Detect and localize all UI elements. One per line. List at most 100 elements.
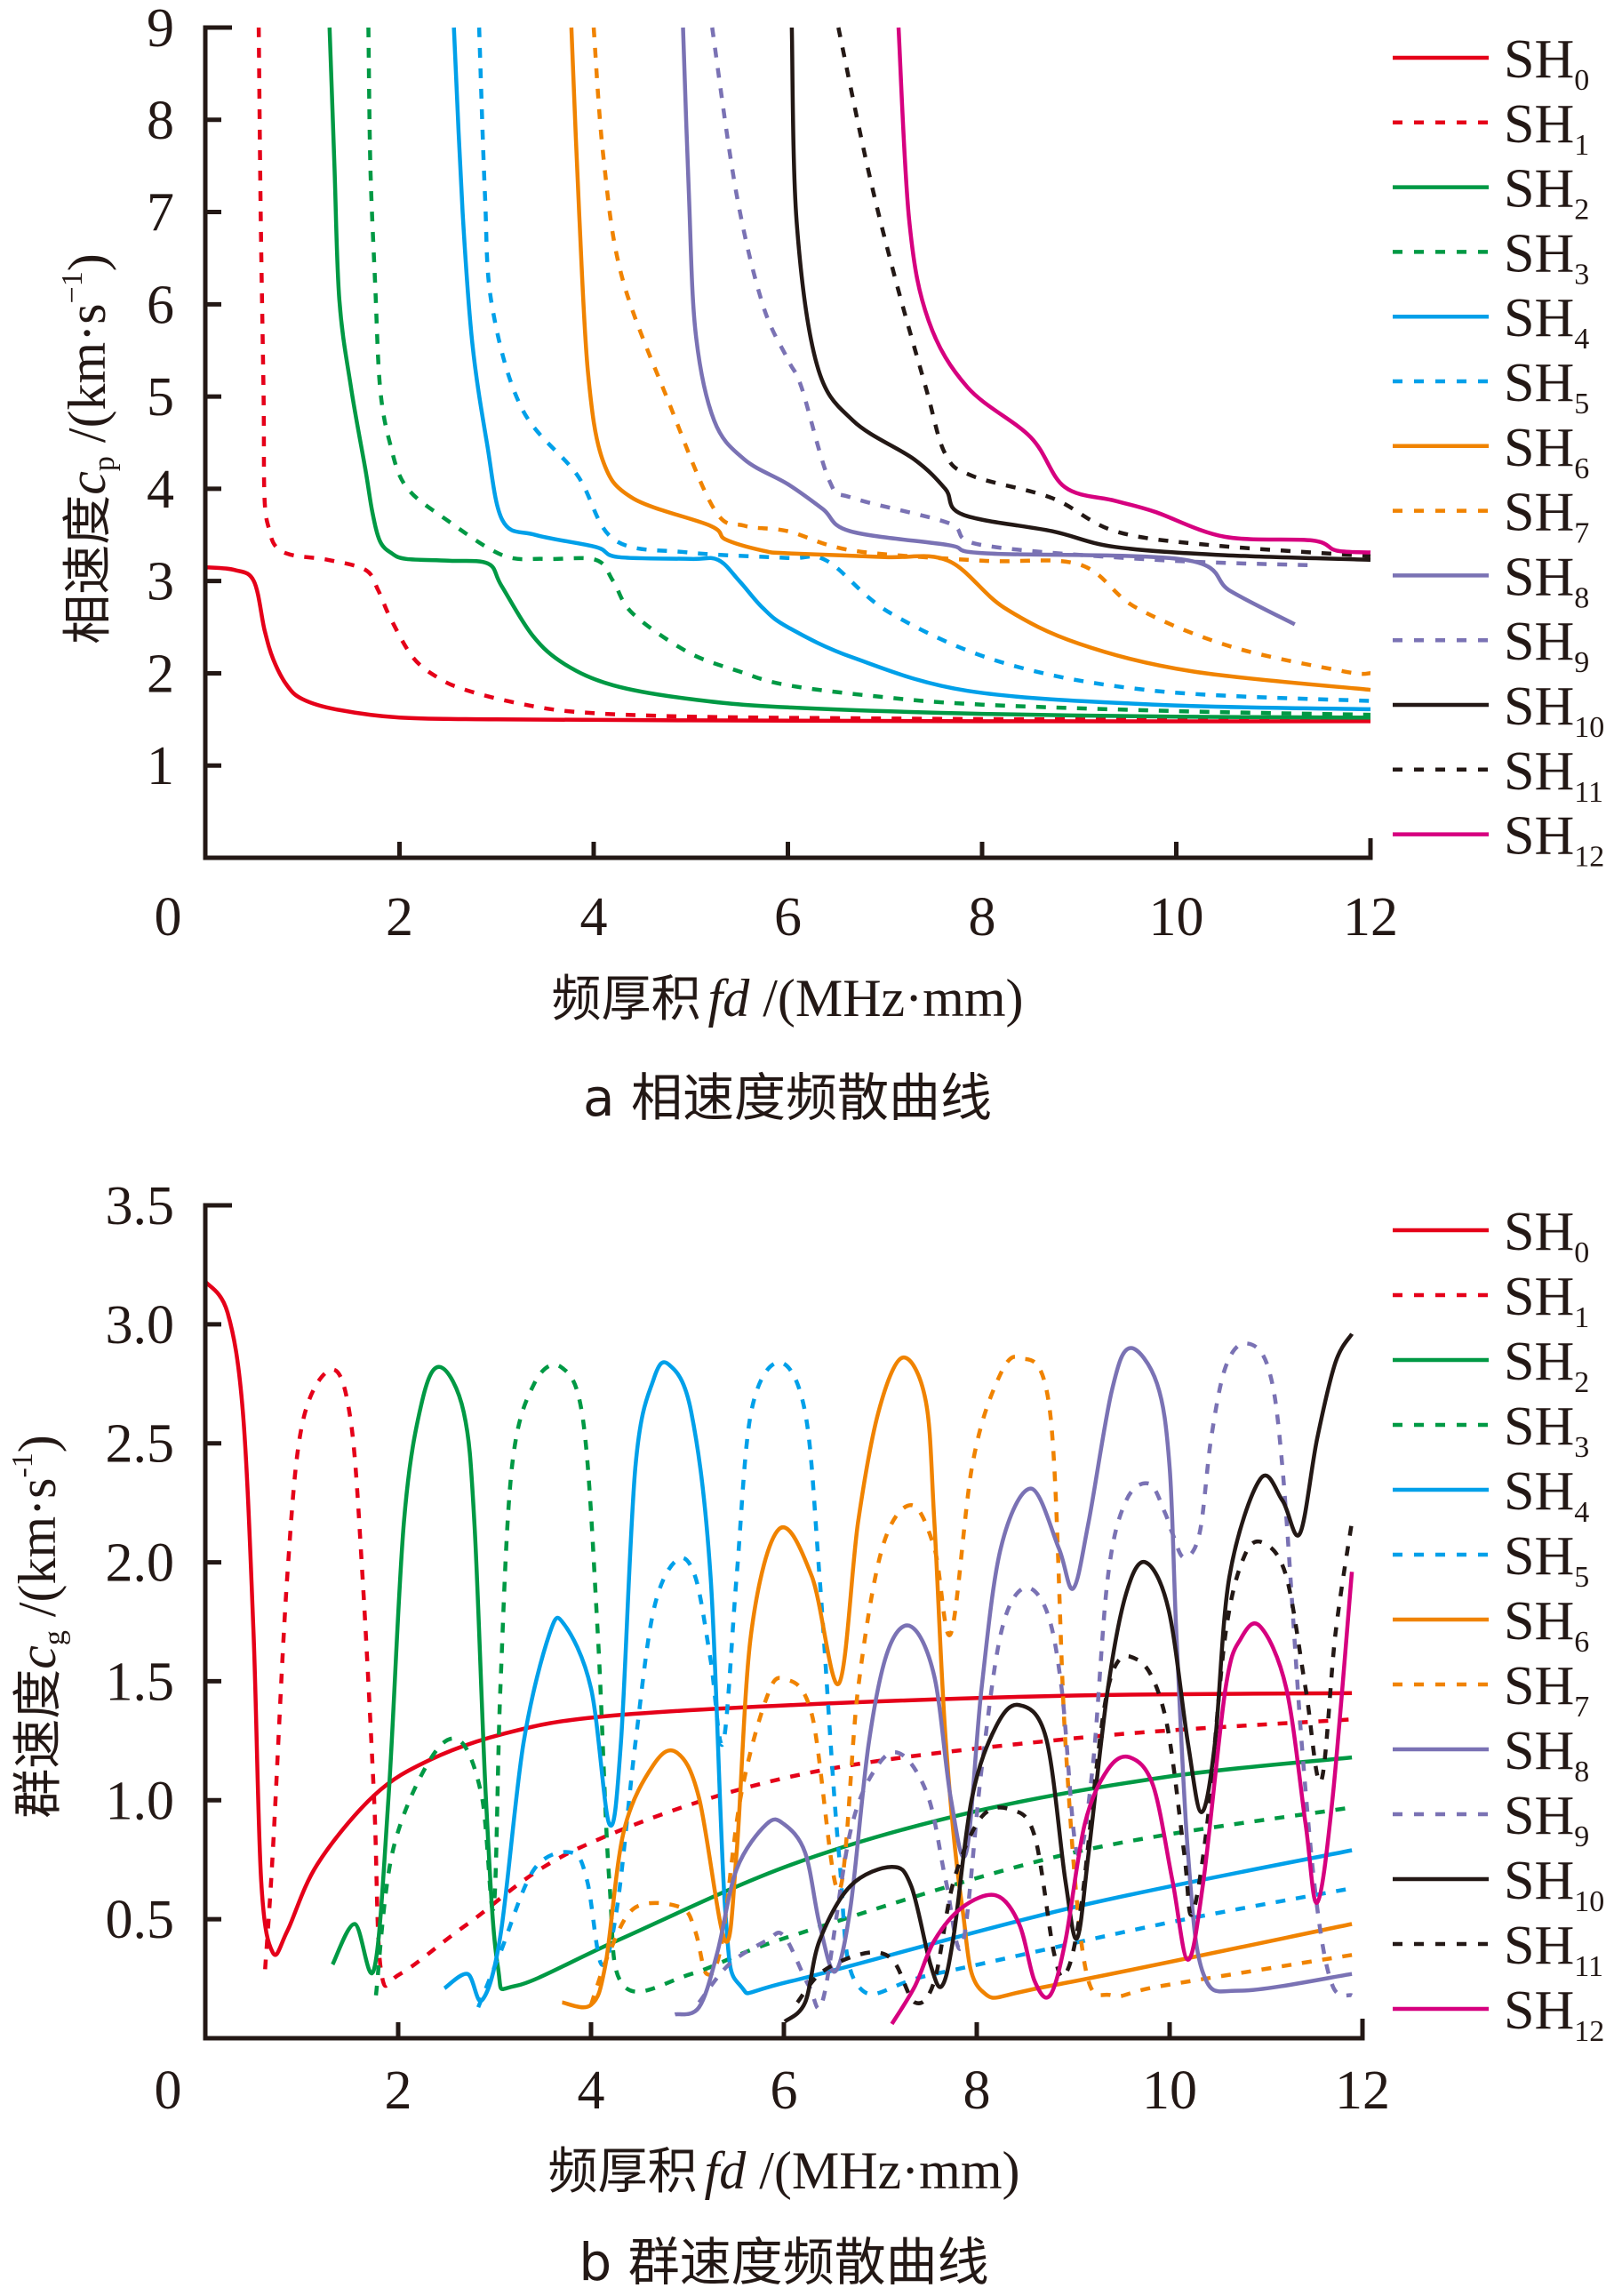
group-velocity-curves: [205, 1280, 1354, 2026]
phase-velocity-legend: SH0SH1SH2SH3SH4SH5SH6SH7SH8SH9SH10SH11SH…: [1393, 29, 1604, 874]
phase-velocity-axes: [203, 25, 1373, 860]
legend-item-sh3: SH3: [1393, 223, 1589, 291]
legend-item-sh8: SH8: [1393, 547, 1589, 614]
legend-item-sh0: SH0: [1393, 1202, 1589, 1269]
legend-label: SH0: [1504, 1202, 1589, 1269]
y-tick-label: 3.5: [106, 1176, 175, 1236]
legend-label: SH1: [1504, 94, 1589, 162]
legend-label: SH8: [1504, 547, 1589, 614]
legend-item-sh12: SH12: [1393, 806, 1604, 874]
x-tick-label: 4: [580, 887, 608, 948]
legend-item-sh4: SH4: [1393, 1461, 1589, 1529]
legend-item-sh6: SH6: [1393, 418, 1589, 485]
curve-sh12: [890, 1572, 1354, 2026]
y-tick-label: 8: [147, 91, 174, 151]
phase-velocity-y-ticks: 1 2 3 4 5 6 7 8 9: [147, 0, 221, 796]
legend-label: SH3: [1504, 223, 1589, 291]
curve-sh11: [795, 1521, 1354, 2005]
group-velocity-x-ticks: 0 2 4 6 8 10 12: [155, 2022, 1390, 2121]
legend-label: SH3: [1504, 1396, 1589, 1464]
legend-item-sh0: SH0: [1393, 29, 1589, 97]
x-label-unit: /(MHz·mm): [749, 969, 1023, 1028]
y-tick-label: 1: [147, 736, 174, 796]
legend-label: SH6: [1504, 418, 1589, 485]
y-label-close: ): [8, 1435, 67, 1452]
legend-label: SH4: [1504, 1461, 1589, 1529]
x-tick-label: 12: [1343, 887, 1398, 948]
group-velocity-chart: 0.51.01.52.02.53.03.5 0 2 4 6 8 10 12 SH0SH1SH…: [6, 1176, 1604, 2292]
curve-sh9: [697, 1341, 1354, 2011]
legend-item-sh12: SH12: [1393, 1980, 1604, 2048]
x-label-unit: /(MHz·mm): [746, 2141, 1019, 2200]
x-tick-label: 2: [386, 887, 413, 948]
legend-label: SH2: [1504, 1332, 1589, 1399]
curve-sh10: [789, 27, 1371, 563]
curve-sh1: [263, 1367, 1353, 1988]
legend-label: SH0: [1504, 29, 1589, 97]
x-tick-label: 12: [1335, 2060, 1390, 2121]
curve-sh1: [256, 27, 1371, 722]
phase-velocity-x-ticks: 0 2 4 6 8 10 12: [155, 842, 1398, 948]
legend-item-sh4: SH4: [1393, 288, 1589, 356]
y-tick-label: 2.5: [106, 1414, 175, 1475]
x-label-cjk: 频厚积: [548, 2143, 698, 2201]
x-tick-label: 0: [155, 2060, 182, 2121]
y-tick-label: 1.5: [106, 1652, 175, 1712]
legend-item-sh8: SH8: [1393, 1721, 1589, 1788]
legend-item-sh1: SH1: [1393, 94, 1589, 162]
curve-sh3: [373, 1363, 1353, 1996]
legend-label: SH5: [1504, 353, 1589, 420]
legend-label: SH5: [1504, 1526, 1589, 1594]
phase-velocity-y-label: 相速度cp /(km·s−1): [56, 253, 121, 644]
curve-sh3: [366, 27, 1371, 717]
legend-item-sh5: SH5: [1393, 353, 1589, 420]
legend-label: SH11: [1504, 1916, 1603, 1983]
phase-velocity-x-label: 频厚积 fd /(MHz·mm): [552, 969, 1024, 1028]
legend-item-sh2: SH2: [1393, 1332, 1589, 1399]
group-velocity-x-label: 频厚积 fd /(MHz·mm): [548, 2141, 1020, 2201]
group-velocity-legend: SH0SH1SH2SH3SH4SH5SH6SH7SH8SH9SH10SH11SH…: [1393, 1202, 1604, 2048]
curve-sh6: [569, 27, 1371, 692]
x-label-symbol: fd: [708, 969, 751, 1028]
y-tick-label: 1.0: [106, 1771, 175, 1831]
curve-sh0: [205, 564, 1371, 724]
x-tick-label: 2: [385, 2060, 412, 2121]
y-tick-label: 2: [147, 644, 174, 704]
x-tick-label: 6: [774, 887, 802, 948]
legend-label: SH7: [1504, 1656, 1589, 1724]
y-tick-label: 6: [147, 275, 174, 335]
x-label-symbol: fd: [705, 2141, 747, 2200]
curve-sh2: [331, 1364, 1353, 1991]
legend-label: SH4: [1504, 288, 1589, 356]
y-tick-label: 2.0: [106, 1533, 175, 1594]
curve-sh8: [681, 27, 1296, 627]
y-label-subscript: p: [88, 456, 121, 471]
curve-sh4: [451, 27, 1371, 712]
legend-label: SH10: [1504, 676, 1604, 744]
x-label-cjk: 频厚积: [552, 971, 701, 1028]
y-label-superscript: -1: [6, 1452, 39, 1477]
legend-item-sh10: SH10: [1393, 1851, 1604, 1918]
legend-label: SH11: [1504, 741, 1603, 809]
x-tick-label: 4: [578, 2060, 605, 2121]
y-tick-label: 5: [147, 367, 174, 428]
x-tick-label: 8: [969, 887, 996, 948]
curve-sh0: [205, 1280, 1353, 1957]
legend-item-sh2: SH2: [1393, 159, 1589, 227]
y-label-cjk: 相速度: [60, 495, 117, 644]
legend-item-sh6: SH6: [1393, 1591, 1589, 1659]
y-tick-label: 3: [147, 552, 174, 612]
phase-velocity-caption: a 相速度频散曲线: [583, 1068, 992, 1128]
legend-item-sh7: SH7: [1393, 1656, 1589, 1724]
y-label-close: ): [58, 253, 116, 271]
group-velocity-y-ticks: 0.5 1.0 1.5 2.0 2.5 3.0 3.5: [106, 1176, 221, 1950]
y-tick-label: 4: [147, 460, 174, 520]
y-tick-label: 0.5: [106, 1890, 175, 1950]
y-label-unit: /(km·s: [58, 303, 116, 456]
curve-sh11: [836, 27, 1371, 558]
x-tick-label: 6: [771, 2060, 798, 2121]
y-label-symbol: c: [8, 1645, 67, 1669]
curve-sh9: [710, 27, 1314, 568]
legend-item-sh3: SH3: [1393, 1396, 1589, 1464]
